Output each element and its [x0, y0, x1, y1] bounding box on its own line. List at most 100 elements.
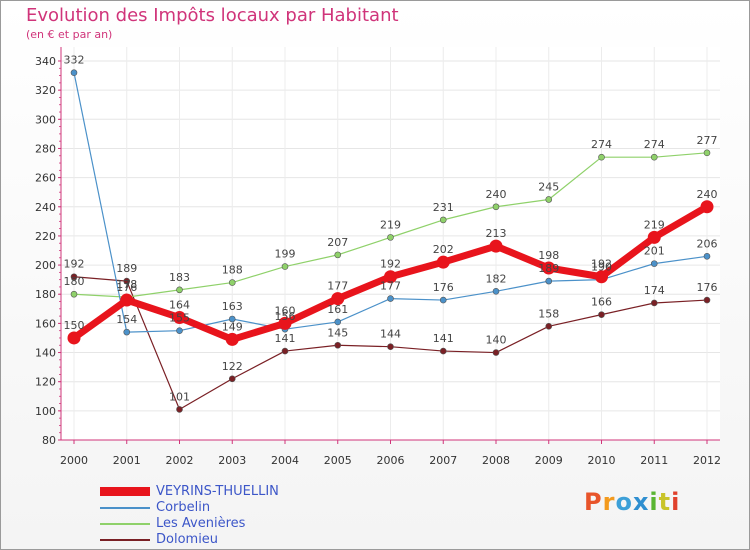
y-tick-label: 80 [42, 434, 56, 447]
data-point [595, 270, 608, 284]
data-point [225, 332, 239, 346]
y-tick-label: 220 [35, 230, 56, 243]
data-label: 158 [538, 307, 559, 320]
x-tick-label: 2008 [482, 454, 510, 467]
y-tick-label: 160 [35, 317, 56, 330]
data-label: 160 [275, 304, 296, 317]
data-point [492, 349, 500, 356]
data-point [647, 230, 661, 244]
axes: 80 100 120 140 160 180 200 220 240 260 280 300 320 34… [35, 47, 721, 467]
logo-letter: x [632, 488, 650, 516]
data-point [176, 327, 183, 334]
logo-letter: i [649, 488, 659, 516]
data-point [176, 286, 183, 294]
y-tick-label: 120 [35, 376, 56, 389]
data-point [70, 290, 78, 298]
data-point [228, 315, 236, 323]
x-tick-label: 2001 [113, 454, 141, 467]
y-tick-label: 300 [35, 113, 56, 126]
data-label: 163 [222, 300, 243, 313]
data-point [439, 347, 447, 355]
data-labels: 150 176 164 149 160 177 192 202 213 198 192 219 240 3… [64, 54, 718, 404]
data-label: 277 [697, 134, 718, 147]
data-point [436, 255, 450, 269]
data-label: 155 [169, 312, 190, 325]
x-tick-label: 2003 [218, 454, 246, 467]
grid [61, 47, 720, 441]
data-label: 141 [275, 332, 296, 345]
legend-swatch [100, 523, 150, 525]
data-label: 199 [275, 248, 296, 261]
logo-letter: t [658, 488, 672, 516]
data-label: 206 [697, 237, 718, 250]
logo-letter: P [584, 488, 603, 516]
data-label: 219 [644, 218, 665, 231]
legend-label: Dolomieu [156, 532, 219, 547]
y-tick-label: 340 [35, 55, 56, 68]
y-tick-label: 280 [35, 142, 56, 155]
data-point [703, 149, 711, 157]
x-tick-label: 2012 [693, 454, 721, 467]
data-point [545, 277, 553, 285]
data-point [281, 263, 289, 270]
data-label: 164 [169, 299, 190, 312]
data-label: 188 [222, 264, 243, 277]
x-tick-label: 2010 [588, 454, 616, 467]
data-point [387, 343, 394, 351]
data-label: 174 [644, 284, 665, 297]
data-point [281, 347, 289, 355]
data-label: 178 [116, 278, 137, 291]
data-point [545, 322, 553, 330]
data-label: 182 [486, 272, 507, 285]
legend-label: VEYRINS-THUELLIN [156, 484, 279, 499]
legend-swatch [100, 539, 150, 541]
logo-letter: i [671, 488, 681, 516]
data-point [384, 270, 397, 284]
data-point [120, 293, 134, 307]
x-tick-label: 2011 [640, 454, 668, 467]
data-point [334, 251, 342, 259]
data-label: 177 [380, 280, 401, 293]
data-label: 176 [697, 281, 718, 294]
data-point [439, 216, 447, 224]
data-label: 274 [591, 138, 612, 151]
data-label: 189 [538, 262, 559, 275]
data-point [70, 69, 78, 76]
data-point [173, 311, 186, 325]
data-point [598, 311, 605, 318]
data-label: 141 [433, 332, 454, 345]
data-point [439, 296, 447, 304]
data-point [650, 153, 658, 161]
data-label: 176 [116, 281, 137, 294]
data-label: 207 [327, 236, 348, 249]
chart-subtitle: (en € et par an) [26, 28, 113, 41]
legend-label: Les Avenières [156, 516, 246, 531]
x-tick-label: 2005 [324, 454, 352, 467]
data-label: 274 [644, 138, 665, 151]
x-tick-label: 2006 [377, 454, 405, 467]
y-tick-label: 100 [35, 405, 56, 418]
legend-swatch [100, 487, 150, 496]
data-point [123, 277, 131, 285]
data-label: 166 [591, 296, 612, 309]
data-point [228, 279, 236, 286]
data-label: 192 [64, 258, 85, 271]
data-point [700, 200, 714, 214]
data-point [703, 296, 711, 304]
data-point [545, 196, 553, 203]
data-point [331, 292, 345, 306]
chart-title: Evolution des Impôts locaux par Habitant [26, 5, 399, 26]
data-label: 183 [169, 271, 190, 284]
data-label: 156 [275, 310, 296, 323]
x-tick-label: 2007 [429, 454, 457, 467]
data-label: 145 [327, 326, 348, 339]
data-label: 332 [64, 54, 85, 67]
data-label: 198 [538, 249, 559, 262]
data-point [228, 375, 236, 383]
x-tick-label: 2009 [535, 454, 563, 467]
data-point [703, 253, 711, 260]
data-point [70, 273, 78, 281]
data-point [67, 331, 81, 345]
data-point [176, 406, 183, 413]
